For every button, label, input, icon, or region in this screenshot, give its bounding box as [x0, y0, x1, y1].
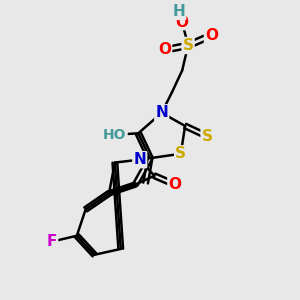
Text: O: O [205, 28, 218, 43]
Text: H: H [173, 4, 186, 19]
Text: O: O [176, 15, 189, 30]
Text: S: S [175, 146, 186, 161]
Text: N: N [155, 105, 168, 120]
Text: F: F [47, 234, 57, 249]
Text: N: N [134, 152, 146, 167]
Text: O: O [158, 42, 171, 57]
Text: S: S [202, 129, 213, 144]
Text: O: O [168, 177, 182, 192]
Text: S: S [183, 38, 194, 53]
Text: HO: HO [103, 128, 127, 142]
